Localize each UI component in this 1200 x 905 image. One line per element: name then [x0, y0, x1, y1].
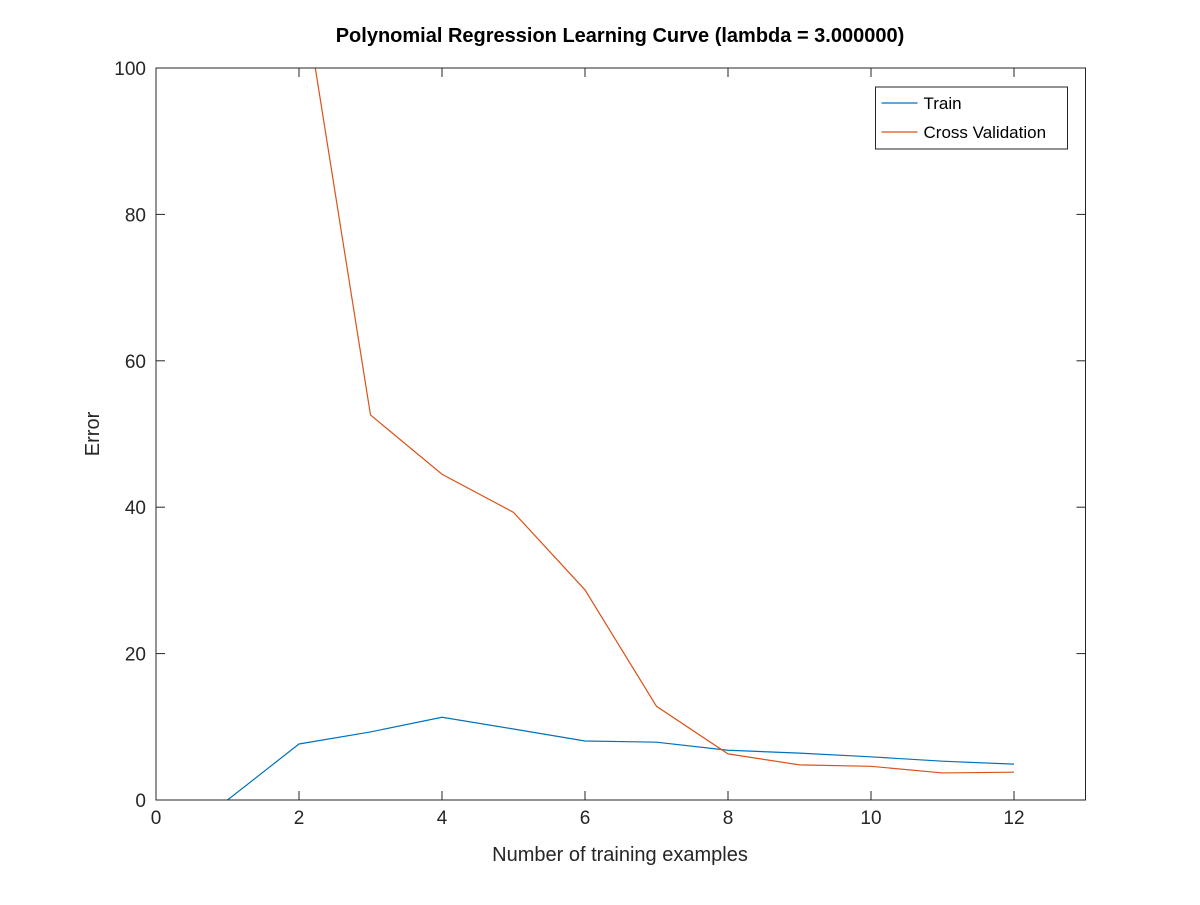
line-series	[314, 68, 1015, 774]
x-tick-label: 4	[437, 808, 448, 829]
x-tick-label: 8	[723, 808, 734, 829]
legend-box	[875, 86, 1068, 150]
y-tick-label: 20	[125, 645, 146, 666]
y-tick-label: 100	[114, 59, 146, 80]
line-series	[227, 716, 1015, 800]
x-axis-label: Number of training examples	[492, 844, 748, 866]
x-tick-label: 12	[1003, 808, 1024, 829]
x-tick-label: 0	[151, 808, 162, 829]
y-axis-label: Error	[82, 411, 104, 456]
y-tick-label: 0	[135, 791, 146, 812]
y-tick-label: 40	[125, 498, 146, 519]
legend-label: Train	[924, 94, 962, 113]
y-tick-label: 80	[125, 205, 146, 226]
x-tick-label: 2	[294, 808, 305, 829]
y-tick-label: 60	[125, 352, 146, 373]
plot-lines	[227, 68, 1015, 800]
x-tick-label: 10	[860, 808, 881, 829]
axes-box	[155, 67, 1086, 801]
chart-title: Polynomial Regression Learning Curve (la…	[336, 25, 905, 47]
x-tick-label: 6	[580, 808, 591, 829]
legend-label: Cross Validation	[924, 123, 1047, 142]
